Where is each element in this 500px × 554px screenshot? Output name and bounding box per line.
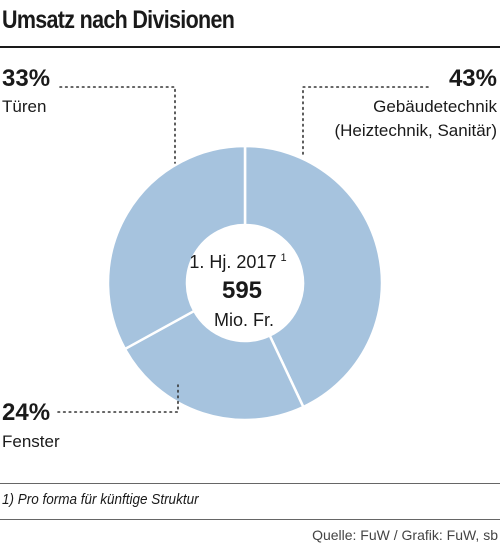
leader-line-tueren: [59, 86, 176, 164]
slice-tueren: [106, 144, 247, 351]
center-period-text: 1. Hj. 2017: [189, 252, 276, 272]
center-period: 1. Hj. 2017 1: [189, 252, 286, 272]
footnote: 1) Pro forma für künftige Struktur: [2, 491, 199, 508]
slice-value-label-tueren: 33%: [2, 65, 50, 92]
center-unit: Mio. Fr.: [214, 310, 274, 330]
center-total: 595: [222, 277, 262, 304]
footnote-rule: [0, 483, 500, 484]
leader-line-gebaeudetechnik: [302, 86, 429, 159]
slice-label-gebaeudetechnik-line1: Gebäudetechnik: [373, 97, 497, 116]
slice-fenster: [123, 309, 305, 422]
slice-label-fenster: Fenster: [2, 432, 60, 451]
chart-title: Umsatz nach Divisionen: [2, 6, 235, 34]
source-rule: [0, 519, 500, 520]
slice-label-gebaeudetechnik-line2: (Heiztechnik, Sanitär): [334, 121, 497, 140]
slice-value-label-gebaeudetechnik: 43%: [449, 65, 497, 92]
source-credit: Quelle: FuW / Grafik: FuW, sb: [312, 527, 498, 543]
slice-gebaeudetechnik: [243, 144, 384, 409]
center-footnote-mark: 1: [280, 252, 286, 264]
slices-group: [106, 144, 384, 422]
slice-value-label-fenster: 24%: [2, 399, 50, 426]
title-rule: [0, 46, 500, 48]
leader-line-fenster: [57, 384, 179, 413]
slice-label-tueren: Türen: [2, 97, 46, 116]
